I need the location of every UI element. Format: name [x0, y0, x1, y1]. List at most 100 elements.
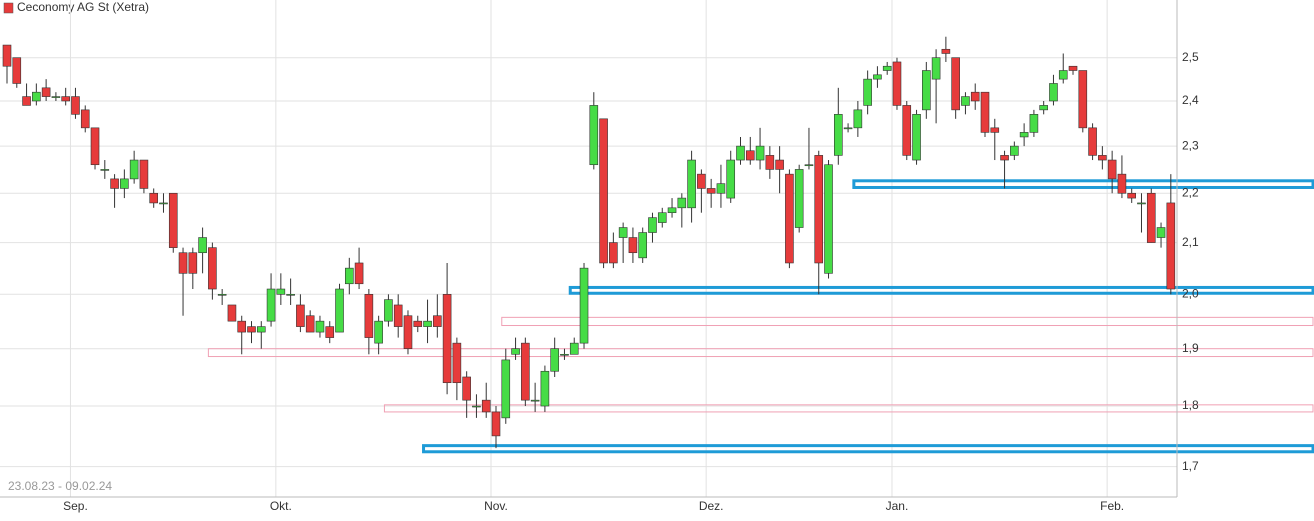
candle-body [462, 376, 471, 401]
candle-body [442, 294, 452, 384]
candle-body [745, 150, 755, 161]
candle-body [2, 44, 12, 67]
candle-body [286, 294, 295, 296]
candle-body [970, 91, 980, 102]
candle-body [129, 159, 139, 180]
candles [2, 36, 1176, 449]
y-tick-label: 2,5 [1182, 50, 1199, 64]
candle-body [491, 411, 501, 437]
candle-body [569, 342, 579, 355]
candle-body [736, 145, 745, 161]
price-zone [383, 404, 1314, 413]
candle-body [1039, 105, 1048, 111]
candle-body [217, 294, 227, 296]
candle-body [1058, 70, 1068, 80]
price-zone [422, 444, 1314, 454]
candle-body [579, 267, 589, 344]
candle-body [315, 320, 325, 333]
y-tick-label: 2,3 [1182, 138, 1199, 152]
candle-body [648, 217, 657, 233]
candle-body [609, 242, 618, 264]
candle-body [843, 127, 853, 130]
candle-body [501, 359, 511, 419]
price-zone [852, 179, 1314, 189]
candle-body [110, 178, 119, 189]
date-range: 23.08.23 - 09.02.24 [8, 479, 112, 493]
candle-body [80, 109, 90, 129]
candle-body [628, 237, 638, 254]
candle-body [892, 61, 902, 106]
candle-body [980, 91, 990, 133]
candle-body [785, 173, 794, 264]
candle-body [1107, 159, 1117, 180]
candle-body [716, 183, 726, 194]
candle-body [393, 304, 403, 327]
candle-body [550, 348, 559, 372]
y-tick-label: 2,1 [1182, 235, 1199, 249]
candle-body [32, 91, 41, 102]
candle-body [266, 288, 276, 322]
candle-body [697, 173, 706, 189]
candle-body [804, 164, 814, 167]
candle-body [374, 320, 383, 344]
candle-body [824, 164, 833, 274]
candle-body [296, 304, 305, 327]
candle-body [168, 192, 178, 248]
candle-body [100, 169, 110, 171]
candle-body [560, 353, 569, 356]
candle-body [951, 57, 960, 111]
candle-body [521, 342, 530, 401]
price-zone [568, 285, 1314, 295]
candle-body [657, 212, 667, 223]
candle-body [344, 267, 354, 285]
candle-body [364, 294, 374, 338]
candle-body [687, 159, 696, 209]
candle-body [873, 74, 882, 80]
candle-body [814, 155, 824, 264]
candle-body [90, 127, 100, 166]
candle-body [22, 96, 31, 106]
candle-body [912, 114, 921, 161]
candle-body [354, 262, 364, 285]
candle-body [902, 105, 912, 156]
candle-body [1010, 145, 1019, 156]
candle-body [706, 188, 716, 194]
y-tick-label: 2,2 [1182, 185, 1199, 199]
candle-body [305, 315, 315, 333]
candle-body [638, 232, 648, 259]
candle-body [178, 252, 188, 274]
candle-body [1117, 173, 1127, 194]
candle-body [599, 118, 608, 264]
candle-body [833, 114, 843, 156]
candle-body [765, 155, 775, 170]
candle-body [41, 87, 51, 97]
candle-body [941, 48, 951, 54]
candle-body [1137, 202, 1146, 205]
candle-body [755, 145, 765, 161]
candle-body [961, 96, 970, 106]
y-tick-label: 1,8 [1182, 398, 1199, 412]
x-tick-label: Jan. [886, 499, 909, 513]
x-tick-label: Okt. [270, 499, 292, 513]
candle-body [677, 197, 687, 209]
candle-body [1019, 132, 1029, 138]
candle-body [423, 320, 432, 327]
price-zone [207, 348, 1314, 358]
candle-body [51, 96, 61, 98]
y-tick-label: 2,4 [1182, 93, 1199, 107]
candle-body [481, 399, 491, 413]
candle-body [540, 370, 550, 407]
grid [0, 0, 1177, 497]
candle-body [208, 247, 217, 290]
zones [207, 179, 1314, 454]
y-tick-label: 1,9 [1182, 341, 1199, 355]
candle-body [1029, 114, 1039, 133]
candle-body [384, 299, 393, 322]
chart-title: Ceconomy AG St (Xetra) [17, 0, 149, 14]
candle-body [71, 96, 80, 115]
candle-body [403, 315, 413, 349]
candle-body [530, 399, 540, 402]
labels: 1,7 1,8 1,9 2,0 2,1 2,2 2,3 2,4 2,5 Sep. Okt. Nov. D… [63, 50, 1199, 513]
candle-body [61, 96, 70, 102]
candle-body [511, 348, 520, 355]
